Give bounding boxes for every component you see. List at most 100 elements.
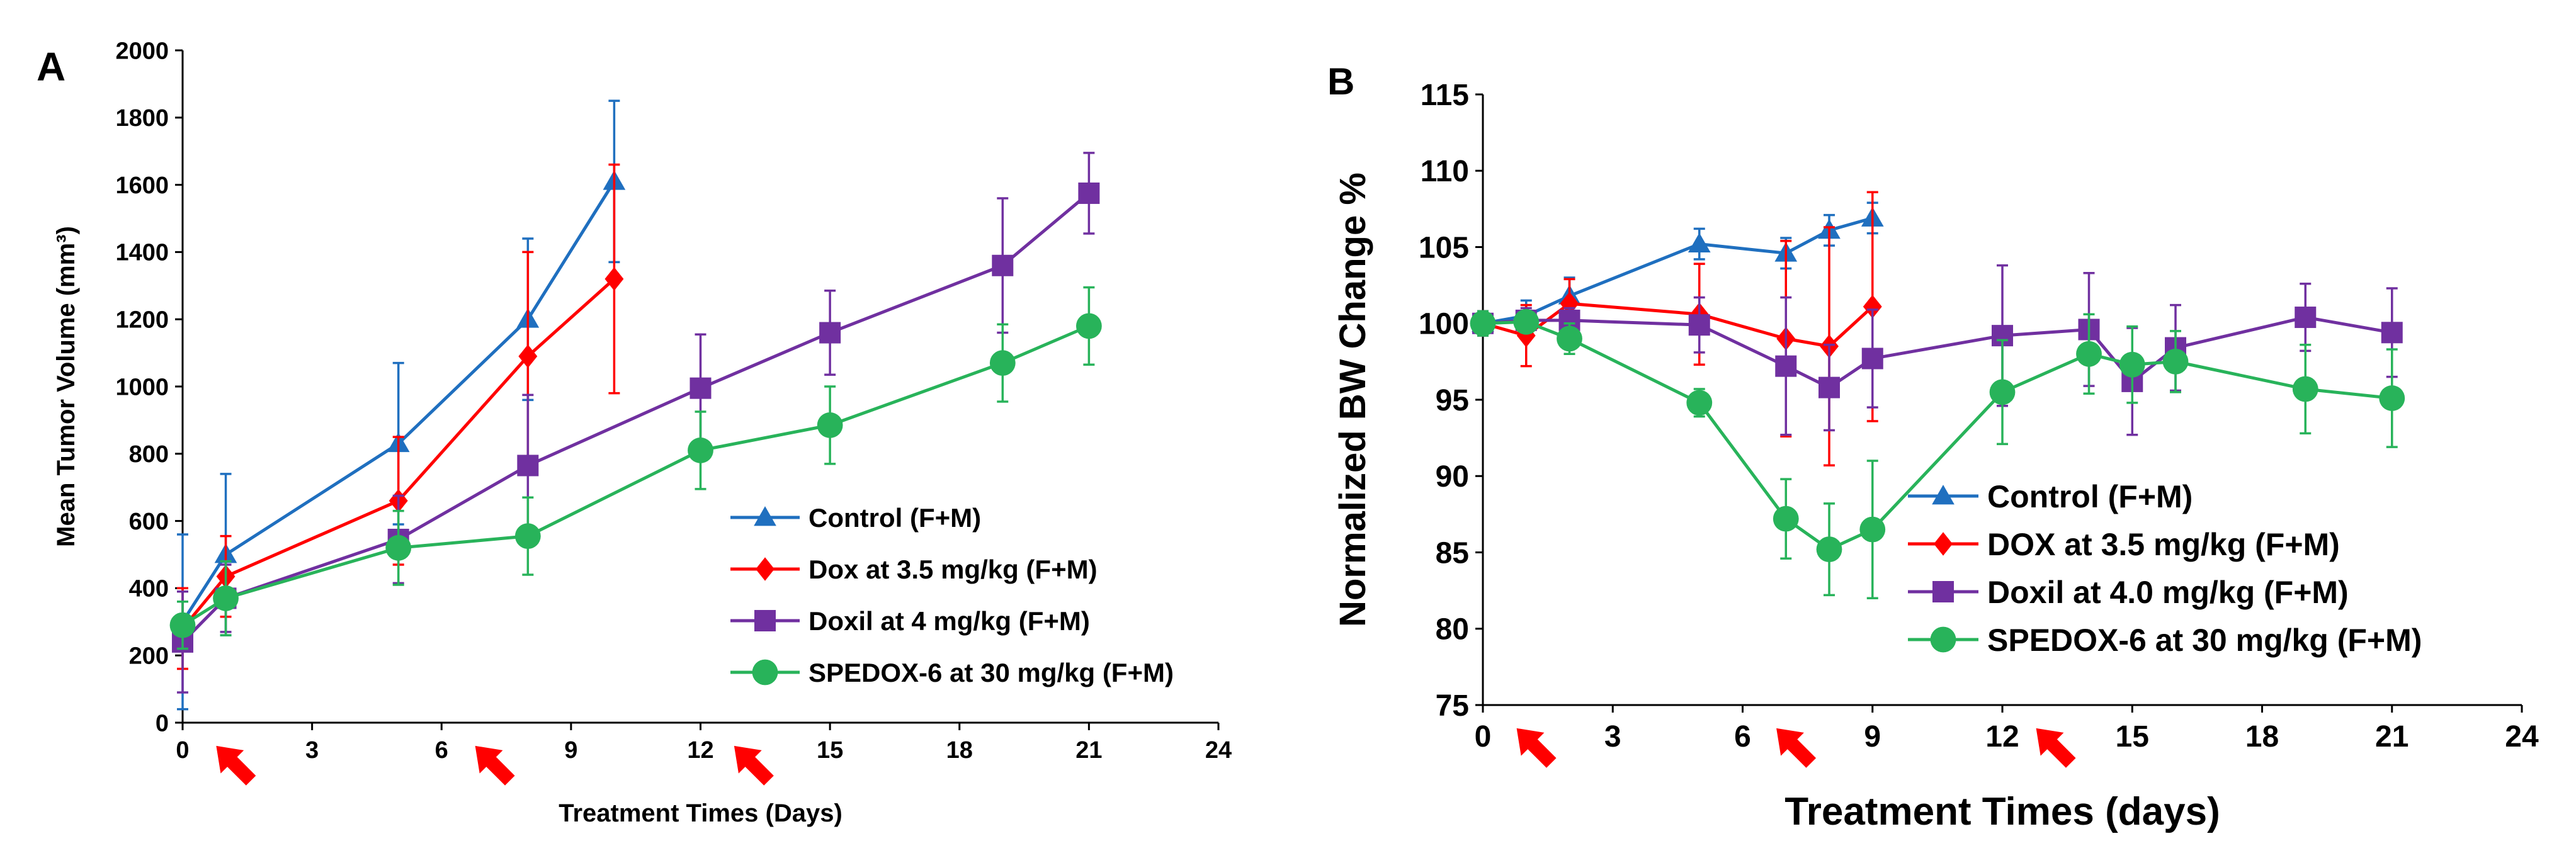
y-tick-label: 110 xyxy=(1421,155,1469,188)
data-point xyxy=(2292,376,2318,402)
y-tick-label: 200 xyxy=(129,643,169,670)
legend-label: Doxil at 4.0 mg/kg (F+M) xyxy=(1987,575,2349,610)
data-point xyxy=(1859,516,1886,543)
legend-marker xyxy=(752,659,778,686)
legend-label: DOX at 3.5 mg/kg (F+M) xyxy=(1987,527,2340,562)
panel-a: A 0 200 400 600 800 1000 1200 1400 1600 1800 2000 0 3… xyxy=(37,38,1232,827)
y-tick-label: 85 xyxy=(1436,536,1469,570)
data-point xyxy=(1775,355,1797,377)
legend-marker xyxy=(1932,581,1954,602)
y-tick-label: 1000 xyxy=(115,374,169,400)
y-tick-label: 1800 xyxy=(115,105,169,132)
data-point xyxy=(1557,325,1582,352)
x-tick-label: 12 xyxy=(1985,720,2019,754)
data-point xyxy=(2119,351,2145,378)
legend-label: SPEDOX-6 at 30 mg/kg (F+M) xyxy=(1987,623,2422,658)
data-point xyxy=(1688,232,1711,253)
data-point xyxy=(1686,390,1713,416)
data-point xyxy=(517,454,539,477)
data-point xyxy=(169,612,196,638)
data-point xyxy=(2295,307,2317,329)
y-tick-label: 1400 xyxy=(115,240,169,266)
data-point xyxy=(989,350,1016,376)
legend-label: Control (F+M) xyxy=(809,503,981,533)
y-tick-label: 115 xyxy=(1421,79,1469,112)
data-point xyxy=(1075,313,1102,339)
x-tick-label: 15 xyxy=(2116,720,2149,754)
x-tick-label: 18 xyxy=(946,737,973,764)
y-tick-label: 80 xyxy=(1436,613,1469,646)
data-point xyxy=(1688,314,1710,336)
data-point xyxy=(689,377,712,399)
x-tick-label: 15 xyxy=(817,737,843,764)
legend-label: Doxil at 4 mg/kg (F+M) xyxy=(809,606,1090,636)
x-tick-label: 6 xyxy=(1734,720,1751,754)
x-tick-label: 24 xyxy=(2505,720,2539,754)
data-point xyxy=(1863,295,1882,319)
y-tick-label: 95 xyxy=(1436,384,1469,417)
legend-label: SPEDOX-6 at 30 mg/kg (F+M) xyxy=(809,658,1174,687)
y-tick-label: 1200 xyxy=(115,307,169,334)
x-tick-label: 21 xyxy=(2375,720,2409,754)
x-tick-label: 24 xyxy=(1205,737,1232,764)
x-tick-label: 6 xyxy=(435,737,448,764)
x-axis-title-b: Treatment Times (days) xyxy=(1784,790,2220,833)
x-tick-label: 9 xyxy=(564,737,577,764)
y-tick-label: 400 xyxy=(129,576,169,602)
legend-marker xyxy=(1930,626,1956,653)
data-point xyxy=(1816,536,1842,563)
treatment-arrow xyxy=(1516,728,1557,768)
series-line xyxy=(181,324,1090,627)
data-point xyxy=(2381,322,2403,344)
data-point xyxy=(1513,308,1540,335)
data-point xyxy=(1560,291,1579,315)
data-point xyxy=(1773,505,1799,532)
series-doxil xyxy=(1472,264,2403,436)
data-point xyxy=(2076,341,2102,367)
data-point xyxy=(213,585,239,611)
y-tick-label: 800 xyxy=(129,441,169,468)
y-axis-title-b: Normalized BW Change % xyxy=(1332,172,1373,627)
data-point xyxy=(688,437,713,463)
panel-label-a: A xyxy=(37,44,65,89)
legend-item: DOX at 3.5 mg/kg (F+M) xyxy=(1908,527,2340,562)
legend-marker xyxy=(754,506,776,526)
legend-marker xyxy=(754,610,776,631)
data-point xyxy=(1078,182,1100,204)
x-tick-label: 21 xyxy=(1075,737,1102,764)
treatment-arrow xyxy=(2036,728,2076,768)
series-spedox xyxy=(169,286,1102,650)
treatment-arrow xyxy=(1776,728,1817,768)
data-point xyxy=(2162,348,2189,375)
legend-label: Control (F+M) xyxy=(1987,479,2193,514)
data-point xyxy=(518,344,538,368)
y-tick-label: 0 xyxy=(156,710,169,737)
data-point xyxy=(1861,347,1883,370)
x-tick-label: 18 xyxy=(2245,720,2279,754)
y-tick-label: 600 xyxy=(129,509,169,535)
y-tick-label: 2000 xyxy=(115,38,169,64)
data-point xyxy=(2379,385,2405,411)
x-tick-label: 3 xyxy=(305,737,319,764)
x-tick-label: 3 xyxy=(1604,720,1621,754)
legend-marker xyxy=(756,557,775,581)
legend-marker xyxy=(1934,532,1953,556)
data-point xyxy=(385,534,412,561)
legend-item: Control (F+M) xyxy=(730,503,981,533)
data-point xyxy=(1819,376,1840,398)
treatment-arrow xyxy=(475,745,515,786)
data-point xyxy=(992,254,1014,276)
data-point xyxy=(514,523,541,550)
y-tick-label: 100 xyxy=(1419,308,1469,341)
legend-marker xyxy=(1932,485,1955,505)
y-tick-label: 75 xyxy=(1436,689,1469,723)
y-axis-title-a: Mean Tumor Volume (mm³) xyxy=(52,226,80,547)
panel-label-b: B xyxy=(1327,60,1354,103)
treatment-arrow xyxy=(216,745,256,786)
series-line xyxy=(1482,217,1873,325)
data-point xyxy=(1470,310,1496,337)
x-tick-label: 0 xyxy=(1475,720,1492,754)
legend-item: Doxil at 4 mg/kg (F+M) xyxy=(730,606,1090,636)
